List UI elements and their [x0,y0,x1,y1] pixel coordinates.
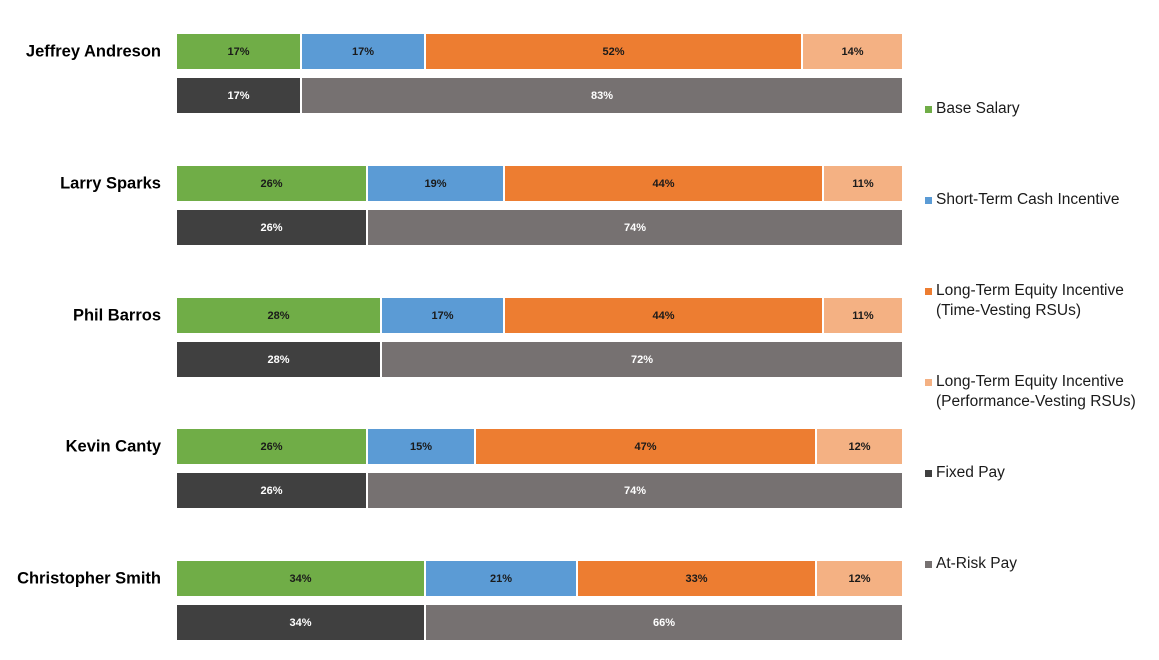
component-bar-segment: 17% [380,298,503,333]
legend-label: Fixed Pay [936,464,1005,481]
legend-swatch [925,288,932,295]
person-name: Larry Sparks [60,174,161,192]
legend-swatch [925,379,932,386]
person-name: Kevin Canty [65,437,161,455]
legend-swatch [925,561,932,568]
component-bar-segment: 17% [177,34,300,69]
person-name: Phil Barros [72,306,161,324]
component-bar-segment: 17% [300,34,424,69]
mix-bar-segment: 74% [366,473,902,508]
component-bar-segment: 21% [424,561,576,596]
legend-label: Short-Term Cash Incentive [936,191,1120,208]
legend-label: Long-Term Equity Incentive (Time-Vesting… [936,282,1124,319]
mix-bar-segment: 17% [177,78,300,113]
component-bar-segment: 15% [366,429,474,464]
legend-item: Base Salary [925,99,1151,119]
legend-item: Fixed Pay [925,463,1151,483]
mix-bar-segment: 26% [177,473,366,508]
legend-swatch [925,470,932,477]
mix-bar-segment: 34% [177,605,424,640]
mix-bar-segment: 74% [366,210,902,245]
mix-bar-segment: 83% [300,78,902,113]
component-bar-segment: 12% [815,561,902,596]
legend-label: At-Risk Pay [936,555,1017,572]
mix-bar-segment: 72% [380,342,902,377]
component-bar-segment: 28% [177,298,380,333]
component-bar-segment: 11% [822,298,902,333]
component-bar-segment: 44% [503,166,822,201]
component-bar-segment: 26% [177,166,366,201]
legend-item: At-Risk Pay [925,554,1151,574]
legend-swatch [925,106,932,113]
person-name: Christopher Smith [17,569,161,587]
component-bar-segment: 14% [801,34,902,69]
component-bar-segment: 19% [366,166,503,201]
legend-swatch [925,197,932,204]
mix-bar-segment: 28% [177,342,380,377]
component-bar-segment: 11% [822,166,902,201]
legend-label: Base Salary [936,100,1020,117]
legend-item: Long-Term Equity Incentive (Performance-… [925,372,1151,412]
component-bar-segment: 12% [815,429,902,464]
legend-item: Short-Term Cash Incentive [925,190,1151,210]
component-bar-segment: 47% [474,429,815,464]
component-bar-segment: 34% [177,561,424,596]
person-name: Jeffrey Andreson [25,42,161,60]
component-bar-segment: 52% [424,34,801,69]
legend-item: Long-Term Equity Incentive (Time-Vesting… [925,281,1151,321]
legend-label: Long-Term Equity Incentive (Performance-… [936,373,1136,410]
mix-bar-segment: 26% [177,210,366,245]
component-bar-segment: 26% [177,429,366,464]
component-bar-segment: 33% [576,561,815,596]
component-bar-segment: 44% [503,298,822,333]
mix-bar-segment: 66% [424,605,902,640]
